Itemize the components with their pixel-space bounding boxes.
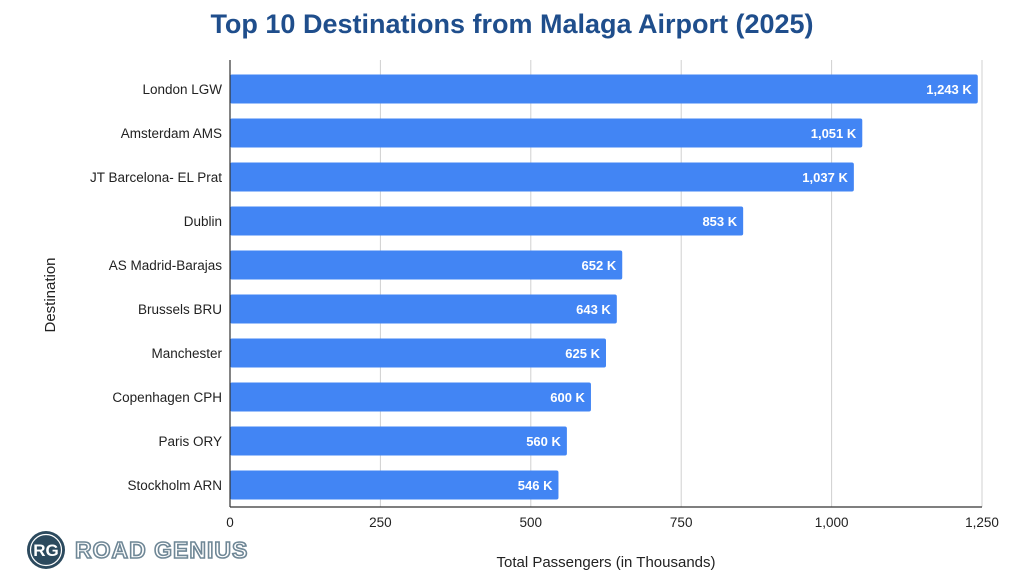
logo-initials: RG: [33, 541, 59, 560]
category-label: Dublin: [184, 214, 222, 229]
bars: [230, 74, 978, 500]
chart-title: Top 10 Destinations from Malaga Airport …: [210, 9, 813, 39]
value-labels: 1,243 K 1,051 K 1,037 K 853 K 652 K 643 K 625 …: [518, 82, 973, 493]
value-label: 652 K: [582, 258, 617, 273]
bar: [230, 74, 978, 104]
category-label: JT Barcelona- EL Prat: [90, 170, 222, 185]
bar: [230, 470, 559, 500]
value-label: 1,051 K: [811, 126, 857, 141]
bar: [230, 382, 591, 412]
category-label: AS Madrid-Barajas: [109, 258, 223, 273]
category-label: Brussels BRU: [138, 302, 222, 317]
category-label: Copenhagen CPH: [112, 390, 222, 405]
bar: [230, 250, 623, 280]
x-tick-label: 0: [226, 515, 234, 530]
bar: [230, 338, 606, 368]
logo-badge: [27, 531, 65, 569]
logo-badge-ring: [29, 533, 63, 567]
category-label: Paris ORY: [158, 434, 222, 449]
x-tick-label: 1,250: [965, 515, 999, 530]
x-tick-label: 1,000: [815, 515, 849, 530]
category-label: Manchester: [151, 346, 222, 361]
value-label: 853 K: [702, 214, 737, 229]
x-tick-label: 250: [369, 515, 392, 530]
value-label: 560 K: [526, 434, 561, 449]
value-label: 1,037 K: [802, 170, 848, 185]
bar: [230, 118, 863, 148]
value-label: 1,243 K: [926, 82, 972, 97]
category-label: Amsterdam AMS: [121, 126, 222, 141]
x-tick-label: 500: [520, 515, 543, 530]
category-labels: London LGW Amsterdam AMS JT Barcelona- EL …: [90, 82, 223, 493]
logo-text: ROAD GENIUS: [75, 537, 248, 563]
road-genius-logo: RG ROAD GENIUS: [27, 531, 248, 569]
bar: [230, 206, 744, 236]
category-label: London LGW: [142, 82, 222, 97]
bar: [230, 426, 567, 456]
value-label: 643 K: [576, 302, 611, 317]
x-tick-labels: 0 250 500 750 1,000 1,250: [226, 515, 999, 530]
value-label: 600 K: [550, 390, 585, 405]
y-axis-title: Destination: [42, 257, 59, 332]
bar: [230, 162, 854, 192]
bar: [230, 294, 617, 324]
value-label: 625 K: [565, 346, 600, 361]
category-label: Stockholm ARN: [127, 478, 222, 493]
x-tick-label: 750: [670, 515, 693, 530]
x-axis-title: Total Passengers (in Thousands): [496, 554, 715, 571]
value-label: 546 K: [518, 478, 553, 493]
